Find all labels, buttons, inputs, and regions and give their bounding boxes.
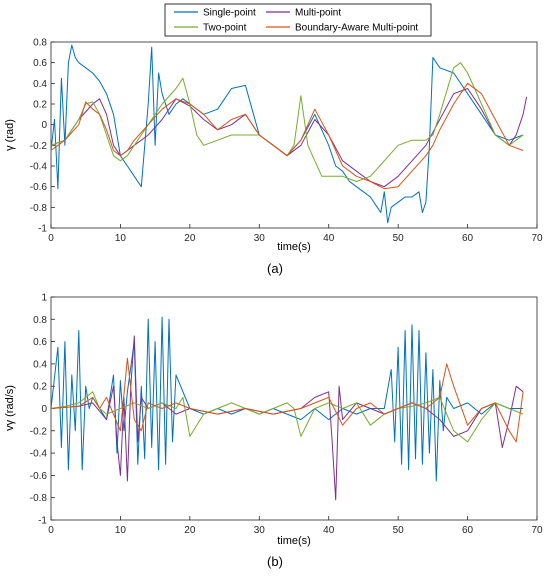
x-tick-label: 10 <box>115 233 127 244</box>
x-tick-label: 60 <box>462 525 474 536</box>
panel-a: 0 10 20 30 40 50 60 70 -1 -0.8 -0.6 -0.4 -0.2 0 0.2 0.4… <box>4 38 543 277</box>
x-tick-label: 0 <box>48 525 54 536</box>
y-tick-label: 1 <box>41 293 47 304</box>
y-tick-label: 0.6 <box>33 337 47 348</box>
y-tick-label: 0.2 <box>33 382 47 393</box>
x-tick-label: 30 <box>254 233 266 244</box>
y-tick-label: -0.6 <box>30 182 48 193</box>
y-tick-label: -0.8 <box>30 203 48 214</box>
legend-entry-single-point: Single-point <box>174 8 256 19</box>
series-lines-b <box>50 316 524 501</box>
legend-label-multi-point: Multi-point <box>295 8 341 19</box>
panel-b: 0 10 20 30 40 50 60 70 -1 -0.8 -0.6 -0.4 -0.2 0 0.2 0.4… <box>4 293 543 570</box>
panel-caption-b: (b) <box>267 554 283 569</box>
x-tick-label: 10 <box>115 525 127 536</box>
x-tick-label: 30 <box>254 525 266 536</box>
y-tick-label: 0.2 <box>33 100 47 111</box>
y-tick-label: 0.4 <box>33 359 47 370</box>
legend-label-single-point: Single-point <box>203 8 256 19</box>
x-tick-label: 20 <box>184 233 196 244</box>
series-line-boundary-aware-multi-point <box>50 357 524 443</box>
series-line-multi-point <box>50 335 524 501</box>
y-tick-label: -0.4 <box>30 449 48 460</box>
y-tick-label: 0.8 <box>33 38 47 49</box>
plot-area-a <box>50 41 538 229</box>
y-tick-label: -0.4 <box>30 162 48 173</box>
x-tick-label: 50 <box>393 233 405 244</box>
y-tick-label: 0.8 <box>33 315 47 326</box>
x-tick-label: 70 <box>531 233 543 244</box>
y-tick-label: -0.2 <box>30 426 48 437</box>
x-tick-label: 0 <box>48 233 54 244</box>
panel-caption-a: (a) <box>267 261 283 276</box>
x-tick-label: 40 <box>323 233 335 244</box>
x-axis-label-b: time(s) <box>277 535 311 547</box>
y-axis-label-a: γ (rad) <box>4 119 16 151</box>
y-axis-label-b: vγ (rad/s) <box>4 385 16 431</box>
series-lines-a <box>50 44 528 224</box>
x-tick-label: 70 <box>531 525 543 536</box>
y-tick-label: 0 <box>41 404 47 415</box>
legend-label-boundary-aware: Boundary-Aware Multi-point <box>295 23 418 34</box>
y-tick-label: 0.6 <box>33 58 47 69</box>
y-tick-label: -1 <box>38 224 47 235</box>
x-axis-label-a: time(s) <box>277 241 311 253</box>
axes-a: 0 10 20 30 40 50 60 70 -1 -0.8 -0.6 -0.4 -0.2 0 0.2 0.4… <box>30 38 543 245</box>
series-line-boundary-aware-multi-point <box>50 82 524 190</box>
legend-entry-two-point: Two-point <box>174 23 247 34</box>
x-tick-label: 20 <box>184 525 196 536</box>
y-tick-label: 0.4 <box>33 79 47 90</box>
y-tick-label: 0 <box>41 120 47 131</box>
legend-label-two-point: Two-point <box>203 23 247 34</box>
legend-box <box>164 3 432 37</box>
legend: Single-point Multi-point Two-point Bound… <box>164 3 432 37</box>
x-tick-label: 50 <box>393 525 405 536</box>
legend-entry-multi-point: Multi-point <box>266 8 341 19</box>
axes-b: 0 10 20 30 40 50 60 70 -1 -0.8 -0.6 -0.4 -0.2 0 0.2 0.4… <box>30 293 543 537</box>
y-tick-label: -0.6 <box>30 471 48 482</box>
y-tick-label: -0.2 <box>30 141 48 152</box>
legend-entry-boundary-aware: Boundary-Aware Multi-point <box>266 23 418 34</box>
x-tick-label: 60 <box>462 233 474 244</box>
x-tick-label: 40 <box>323 525 335 536</box>
y-tick-label: -0.8 <box>30 493 48 504</box>
y-tick-label: -1 <box>38 516 47 527</box>
